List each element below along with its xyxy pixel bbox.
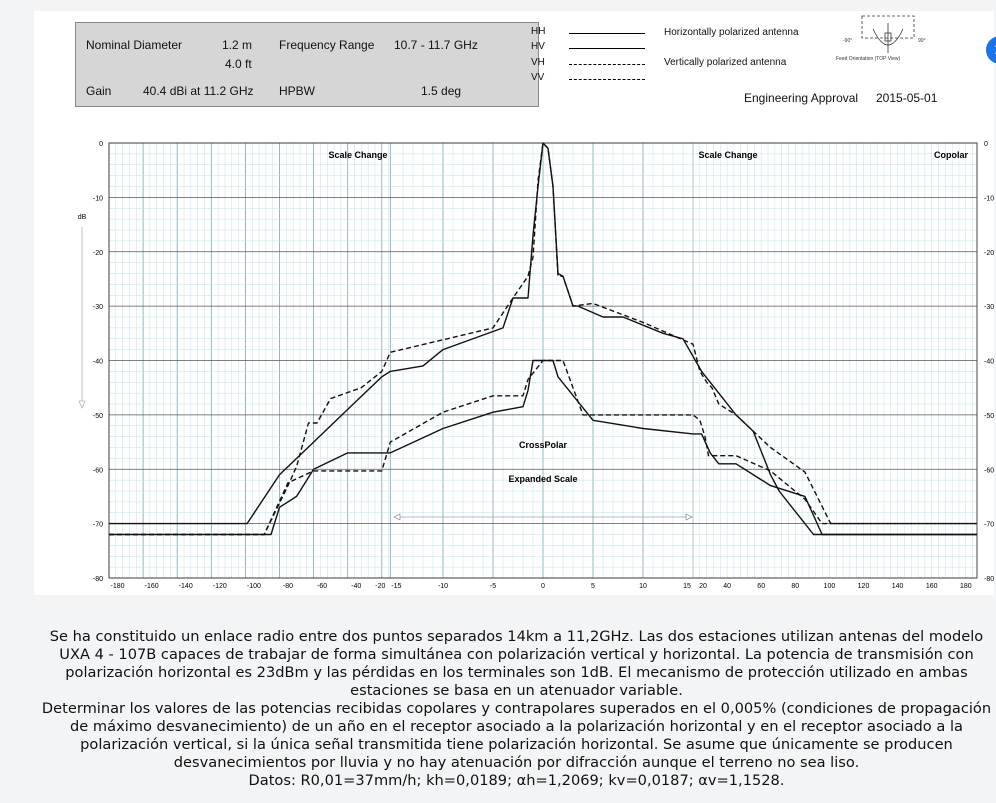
x-tick-label: 140 — [892, 583, 904, 590]
feed-orientation-diagram: -90° 90° Feed Orientation (TOP View) — [836, 15, 926, 65]
x-tick-label: 180 — [960, 583, 972, 590]
chart-annotations: Scale Change Scale Change Copolar CrossP… — [78, 150, 968, 521]
gain-label: Gain — [86, 84, 112, 98]
legend-line-vv — [569, 79, 645, 80]
hpbw-value: 1.5 deg — [421, 84, 462, 98]
close-button[interactable]: × — [986, 36, 996, 64]
x-tick-label: 10 — [639, 583, 647, 590]
x-tick-label: 160 — [926, 583, 938, 590]
legend-line-hh — [569, 33, 645, 34]
hpbw-label: HPBW — [279, 84, 315, 98]
approval-label: Engineering Approval — [744, 91, 859, 105]
scale-change-right: Scale Change — [698, 150, 757, 160]
x-tick-label: -20 — [375, 583, 385, 590]
nominal-diameter-ft: 4.0 ft — [225, 57, 252, 71]
y-tick-right: -70 — [984, 522, 994, 529]
y-tick-right: -30 — [984, 304, 994, 311]
y-tick-right: -40 — [984, 359, 994, 366]
y-tick-right: -60 — [984, 467, 994, 474]
x-tick-label: 80 — [791, 583, 799, 590]
legend-line-vh — [569, 64, 645, 65]
y-axis-ticks: 0 0 -10 -10 -20 -20 -30 -30 -40 -40 -50 -50 -60 -60 -7… — [93, 141, 994, 583]
legend-solid-label: Horizontally polarized antenna — [664, 27, 799, 38]
x-tick-label: -15 — [391, 583, 401, 590]
x-tick-label: 5 — [591, 583, 595, 590]
expanded-scale-arrow-right — [685, 513, 693, 521]
y-tick-left: -30 — [93, 304, 103, 311]
x-tick-label: 0 — [541, 583, 545, 590]
expanded-scale-arrow-left — [393, 513, 401, 521]
legend-code-hh: HH — [531, 26, 546, 37]
nominal-diameter-label: Nominal Diameter — [86, 38, 183, 52]
legend-code-vv: VV — [531, 72, 545, 83]
y-tick-left: -40 — [93, 359, 103, 366]
x-tick-label: -100 — [247, 583, 261, 590]
approval-date: 2015-05-01 — [876, 91, 938, 105]
antenna-datasheet: Nominal Diameter 1.2 m 4.0 ft Frequency … — [34, 11, 996, 595]
frequency-value: 10.7 - 11.7 GHz — [394, 38, 478, 52]
legend-line-hv — [569, 48, 645, 49]
x-tick-label: -180 — [111, 583, 125, 590]
x-tick-label: -120 — [213, 583, 227, 590]
feed-caption: Feed Orientation (TOP View) — [836, 56, 901, 62]
y-tick-left: -70 — [93, 522, 103, 529]
series-line-1 — [109, 142, 977, 536]
y-tick-right: -10 — [984, 195, 994, 202]
gain-value: 40.4 dBi at 11.2 GHz — [143, 84, 254, 98]
copolar-label: Copolar — [934, 150, 968, 160]
y-tick-left: -10 — [93, 195, 103, 202]
x-tick-label: 60 — [757, 583, 765, 590]
ylabel-left-arrowhead — [78, 400, 86, 409]
ylabel-left: dB — [78, 214, 87, 221]
problem-datos: Datos: R0,01=37mm/h; kh=0,0189; αh=1,206… — [248, 772, 785, 789]
spec-box: Nominal Diameter 1.2 m 4.0 ft Frequency … — [75, 22, 539, 107]
chart-series — [109, 142, 977, 536]
expanded-scale-label: Expanded Scale — [508, 474, 577, 484]
y-tick-left: -60 — [93, 467, 103, 474]
x-tick-label: -140 — [179, 583, 193, 590]
feed-orientation-icon: -90° 90° Feed Orientation (TOP View) — [836, 15, 926, 62]
problem-paragraph-2: Determinar los valores de las potencias … — [41, 700, 992, 771]
x-tick-label: 120 — [858, 583, 870, 590]
legend-code-vh: VH — [531, 57, 545, 68]
scale-change-left: Scale Change — [328, 150, 387, 160]
y-tick-left: -80 — [93, 576, 103, 583]
y-tick-left: 0 — [99, 141, 103, 148]
x-tick-label: 20 — [699, 583, 707, 590]
y-tick-left: -50 — [93, 413, 103, 420]
x-tick-label: -40 — [351, 583, 361, 590]
y-tick-right: -80 — [984, 576, 994, 583]
problem-statement: Se ha constituido un enlace radio entre … — [40, 628, 993, 790]
x-tick-label: -160 — [145, 583, 159, 590]
x-tick-label: -60 — [317, 583, 327, 590]
close-icon: × — [993, 40, 996, 60]
nominal-diameter-m: 1.2 m — [222, 38, 253, 52]
x-tick-label: -10 — [438, 583, 448, 590]
frequency-label: Frequency Range — [279, 38, 375, 52]
y-tick-left: -20 — [93, 250, 103, 257]
feed-right-angle: 90° — [918, 38, 926, 44]
x-tick-label: 15 — [683, 583, 691, 590]
feed-left-angle: -90° — [843, 38, 852, 44]
x-tick-label: -80 — [283, 583, 293, 590]
legend-code-hv: HV — [531, 41, 545, 52]
y-tick-right: -20 — [984, 250, 994, 257]
x-tick-label: -5 — [490, 583, 496, 590]
x-tick-label: 40 — [723, 583, 731, 590]
x-tick-label: 100 — [824, 583, 836, 590]
x-axis-ticks: -180 -160 -140 -120 -100 -80 -60 -40 -20 -15 -10 -5… — [111, 583, 972, 590]
y-tick-right: -50 — [984, 413, 994, 420]
y-tick-right: 0 — [984, 141, 988, 148]
radiation-pattern-chart: 0 0-10 -10-20 -20-30 -30-40 -40-50 -50-60 -60-7… — [78, 141, 994, 590]
problem-paragraph-1: Se ha constituido un enlace radio entre … — [49, 628, 984, 699]
legend-dashed-label: Vertically polarized antenna — [664, 57, 787, 68]
crosspolar-label: CrossPolar — [519, 440, 568, 450]
series-line-4 — [109, 359, 977, 536]
